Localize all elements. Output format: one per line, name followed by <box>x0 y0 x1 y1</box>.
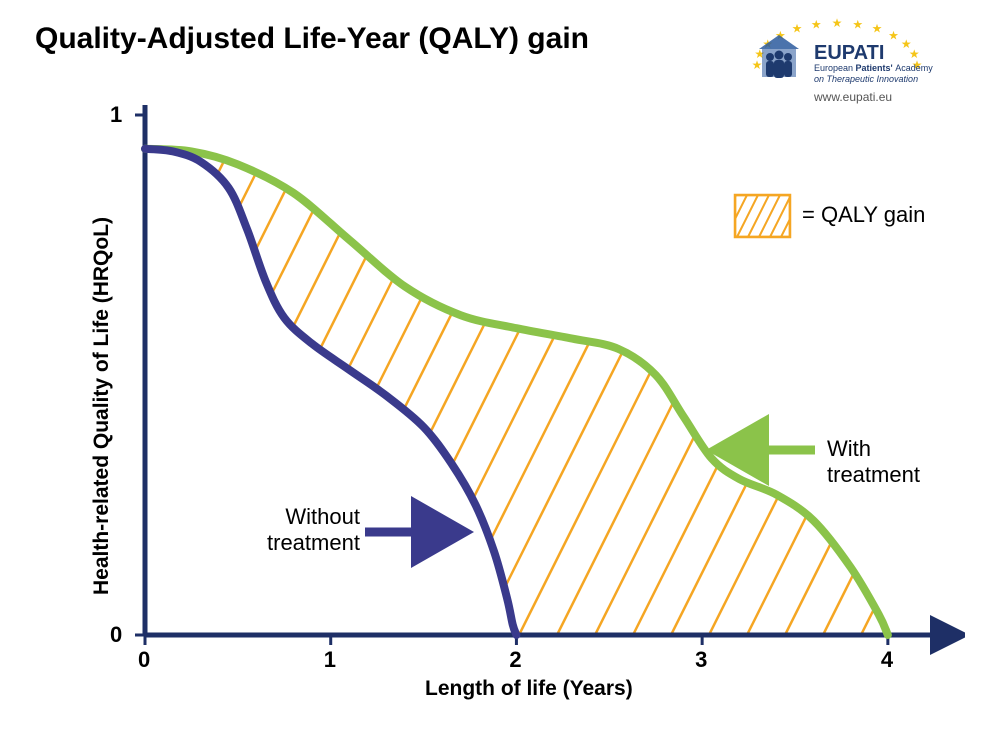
chart-container: 0 1 0 1 2 3 4 Health-related Quality of Life … <box>35 75 965 725</box>
x-tick-label: 0 <box>138 647 150 673</box>
svg-text:★: ★ <box>832 16 843 30</box>
svg-text:★: ★ <box>852 17 863 31</box>
y-tick-label: 1 <box>110 102 122 128</box>
svg-text:★: ★ <box>872 22 883 36</box>
x-tick-label: 2 <box>509 647 521 673</box>
x-tick-label: 1 <box>324 647 336 673</box>
logo-people <box>766 51 792 79</box>
y-tick-label: 0 <box>110 622 122 648</box>
logo-text-main: EUPATI <box>814 42 884 64</box>
svg-text:★: ★ <box>792 22 803 36</box>
x-tick-label: 3 <box>695 647 707 673</box>
svg-text:★: ★ <box>888 28 899 42</box>
logo-subline-1: European Patients' Academy <box>814 63 933 73</box>
without-treatment-label: Withouttreatment <box>267 504 360 556</box>
legend-label: = QALY gain <box>802 202 925 228</box>
chart-title: Quality-Adjusted Life-Year (QALY) gain <box>35 22 589 56</box>
x-tick-label: 4 <box>881 647 893 673</box>
chart-axes <box>135 105 945 645</box>
with-treatment-label: With treatment <box>827 436 965 488</box>
svg-text:★: ★ <box>811 17 822 31</box>
y-axis-label: Health-related Quality of Life (HRQoL) <box>90 217 114 595</box>
x-axis-label: Length of life (Years) <box>425 677 633 701</box>
